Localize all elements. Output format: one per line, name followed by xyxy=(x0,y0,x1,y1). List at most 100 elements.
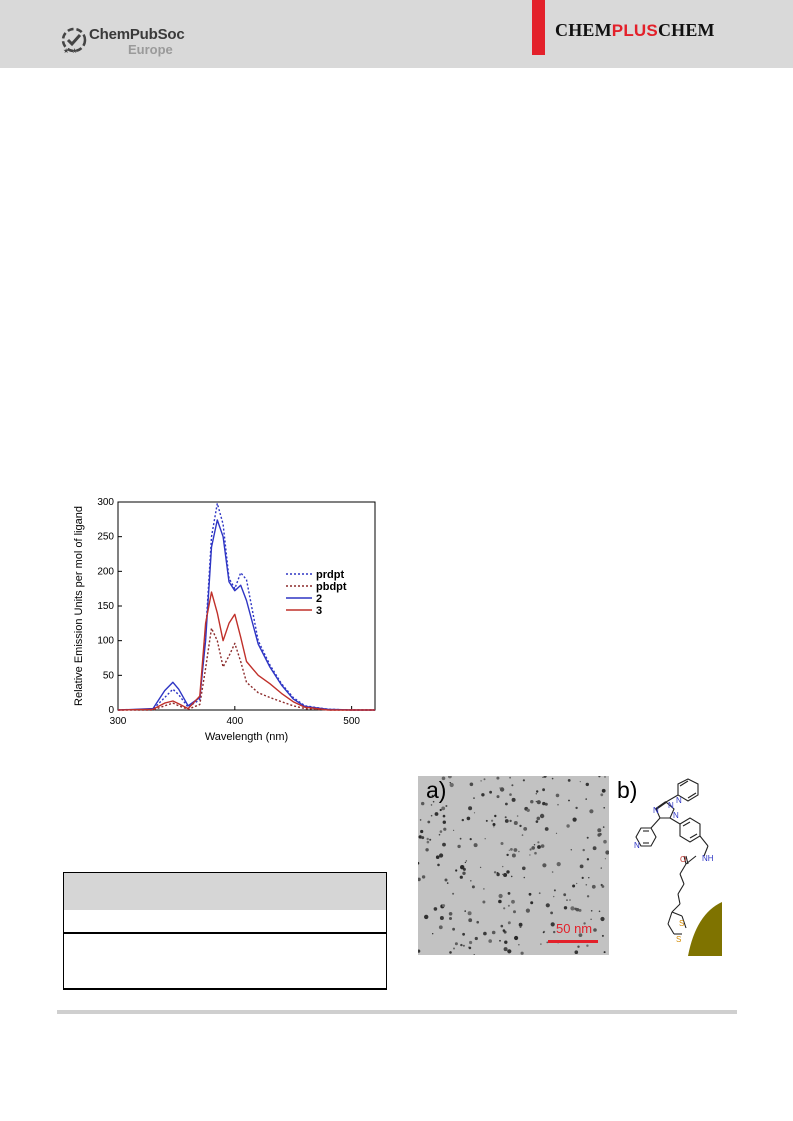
nanoparticle xyxy=(503,873,508,877)
nanoparticle xyxy=(485,819,488,822)
nanoparticle xyxy=(488,939,492,943)
nanoparticle xyxy=(455,869,458,872)
nanoparticle xyxy=(511,784,514,787)
nanoparticle xyxy=(496,795,500,799)
nanoparticle xyxy=(540,844,545,848)
nanoparticle xyxy=(586,895,590,898)
nanoparticle xyxy=(473,843,478,848)
nanoparticle xyxy=(509,793,512,796)
nanoparticle xyxy=(464,861,467,864)
nanoparticle xyxy=(516,815,519,817)
nanoparticle xyxy=(557,803,559,806)
nanoparticle xyxy=(502,865,504,868)
nanoparticle xyxy=(603,839,607,844)
legend-label-pbdpt: pbdpt xyxy=(316,581,347,593)
y-axis-label: Relative Emission Units per mol of ligan… xyxy=(73,506,85,706)
nanoparticle xyxy=(461,818,464,822)
nanoparticle xyxy=(483,888,485,890)
nanoparticle xyxy=(576,882,578,885)
nanoparticle xyxy=(551,777,554,780)
panel-a-label: a) xyxy=(426,777,447,803)
nanoparticle xyxy=(588,877,590,879)
series-line-prdpt xyxy=(117,502,375,711)
nanoparticle xyxy=(572,884,576,888)
nanoparticle xyxy=(493,871,497,874)
nanoparticle xyxy=(602,826,605,828)
nanoparticle xyxy=(418,877,421,882)
nanoparticle xyxy=(556,862,561,867)
nanoparticle xyxy=(585,884,588,886)
nanoparticle xyxy=(470,880,472,882)
nanoparticle xyxy=(514,935,519,941)
nanoparticle xyxy=(454,942,458,946)
nanoparticle xyxy=(507,921,511,925)
nanoparticle xyxy=(572,817,577,822)
nanoparticle xyxy=(536,800,541,805)
nanoparticle xyxy=(600,916,605,922)
nanoparticle xyxy=(442,814,446,818)
nanoparticle xyxy=(459,875,463,879)
legend-label-3: 3 xyxy=(316,605,322,617)
nanoparticle xyxy=(553,889,556,892)
nanoparticle xyxy=(518,922,523,927)
nanoparticle xyxy=(496,872,499,874)
nanoparticle xyxy=(460,865,465,870)
nanoparticle xyxy=(509,776,511,779)
nanoparticle xyxy=(467,911,472,916)
nanoparticle xyxy=(498,893,503,899)
nanoparticle xyxy=(492,823,496,826)
nanoparticle xyxy=(550,922,555,927)
nanoparticle xyxy=(418,835,422,839)
nanoparticle xyxy=(597,828,602,833)
nanoparticle xyxy=(605,850,609,855)
nanoparticle xyxy=(603,951,606,954)
nanoparticle xyxy=(474,936,478,941)
nanoparticle xyxy=(585,798,587,800)
nanoparticle xyxy=(579,781,581,783)
nanoparticle xyxy=(528,892,532,896)
nanoparticle xyxy=(448,912,453,916)
nanoparticle xyxy=(574,950,579,954)
nanoparticle xyxy=(420,829,424,834)
nanoparticle xyxy=(521,834,524,836)
nanoparticle xyxy=(585,782,589,787)
series-line-2 xyxy=(117,519,375,711)
nanoparticle xyxy=(507,949,512,954)
nanoparticle xyxy=(444,878,448,882)
nanoparticle xyxy=(586,858,590,861)
nanoparticle xyxy=(575,806,578,810)
nanoparticle xyxy=(424,914,429,920)
nanoparticle xyxy=(469,782,474,787)
nanoparticle xyxy=(591,884,596,889)
nanoparticle xyxy=(513,848,518,852)
nanoparticle xyxy=(503,907,506,910)
table-header-row xyxy=(64,873,386,910)
nanoparticle xyxy=(542,788,545,792)
x-tick-label: 500 xyxy=(343,716,360,727)
nanoparticle xyxy=(546,941,549,944)
nanoparticle xyxy=(453,829,455,831)
nanoparticle xyxy=(581,876,584,879)
nanoparticle xyxy=(496,776,500,780)
nanoparticle xyxy=(468,946,472,950)
nanoparticle xyxy=(578,908,582,912)
nanoparticle xyxy=(473,954,475,955)
nanoparticle xyxy=(481,793,485,797)
nanoparticle xyxy=(533,844,536,846)
nanoparticle xyxy=(601,934,604,937)
x-tick-label: 300 xyxy=(110,716,127,727)
atom-nh: NH xyxy=(702,854,714,863)
nanoparticle xyxy=(418,949,421,953)
nanoparticle xyxy=(550,911,553,915)
nanoparticle xyxy=(426,840,430,844)
nanoparticle xyxy=(583,922,586,925)
nanoparticle xyxy=(542,931,545,934)
nanoparticle xyxy=(534,851,537,855)
nanoparticle xyxy=(473,812,476,814)
nanoparticle xyxy=(439,808,442,812)
nanoparticle xyxy=(426,837,429,841)
nanoparticle xyxy=(499,787,505,792)
nanoparticle xyxy=(553,930,556,934)
nanoparticle xyxy=(500,842,504,845)
gold-nanoparticle-surface xyxy=(688,902,722,956)
